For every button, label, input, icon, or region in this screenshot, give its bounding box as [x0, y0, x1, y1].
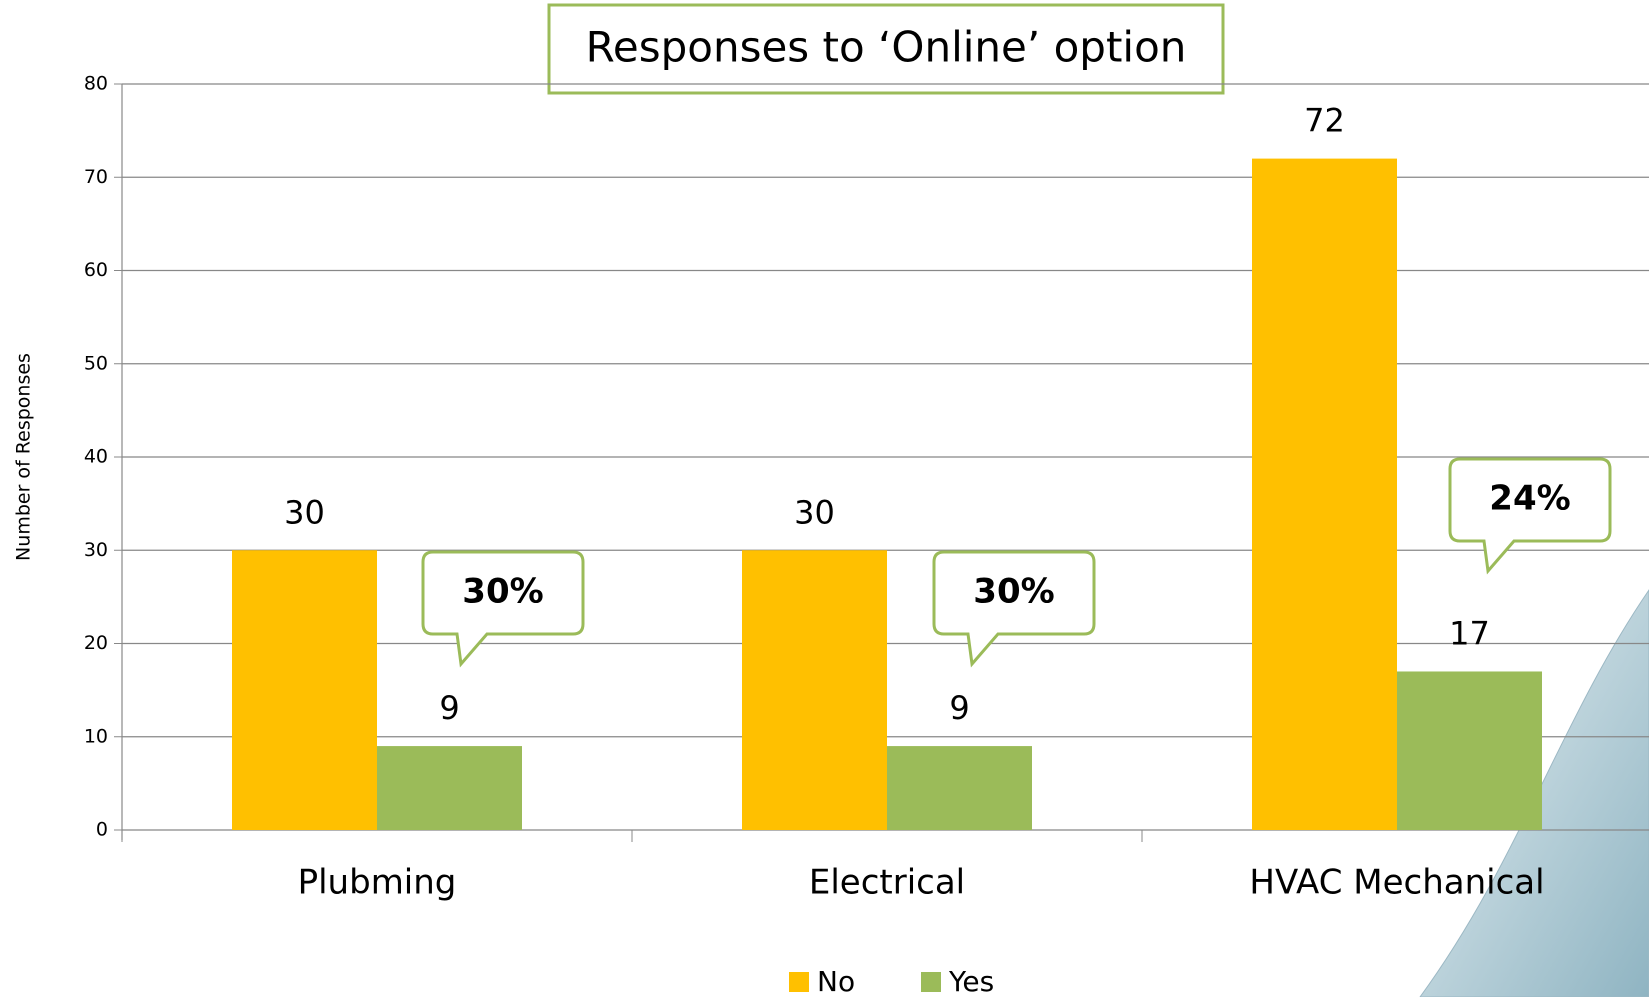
callout-text: 30% [973, 572, 1054, 612]
bar [232, 550, 377, 830]
y-tick-label: 20 [84, 632, 108, 654]
value-label: 9 [439, 689, 459, 727]
x-tick-label: Electrical [809, 863, 965, 903]
y-axis-label: Number of Responses [13, 353, 35, 561]
x-tick-label: HVAC Mechanical [1249, 863, 1544, 903]
y-tick-label: 50 [84, 352, 108, 374]
legend-label: Yes [948, 965, 994, 997]
y-tick-label: 40 [84, 446, 108, 468]
y-tick-label: 80 [84, 73, 108, 95]
callout [1448, 457, 1612, 575]
value-label: 72 [1304, 102, 1345, 140]
title-box [547, 3, 1225, 95]
x-tick-label: Plubming [298, 863, 457, 903]
bar [1252, 158, 1397, 831]
callout-text: 24% [1489, 479, 1570, 519]
bar [887, 746, 1032, 830]
bar [377, 746, 522, 830]
callout [932, 550, 1096, 668]
bar [742, 550, 887, 830]
decoration [1419, 589, 1649, 997]
value-label: 17 [1449, 614, 1490, 652]
value-label: 9 [949, 689, 969, 727]
callout-text: 30% [462, 572, 543, 612]
value-label: 30 [794, 493, 835, 531]
legend-label: No [817, 965, 855, 997]
y-tick-label: 0 [96, 819, 108, 841]
y-tick-label: 30 [84, 539, 108, 561]
bar [1397, 671, 1542, 830]
legend-swatch [921, 972, 941, 992]
legend-swatch [789, 972, 809, 992]
chart-title: Responses to ‘Online’ option [586, 23, 1187, 72]
callout [421, 550, 585, 668]
y-tick-label: 60 [84, 259, 108, 281]
value-label: 30 [284, 493, 325, 531]
y-tick-label: 10 [84, 725, 108, 747]
y-tick-label: 70 [84, 166, 108, 188]
